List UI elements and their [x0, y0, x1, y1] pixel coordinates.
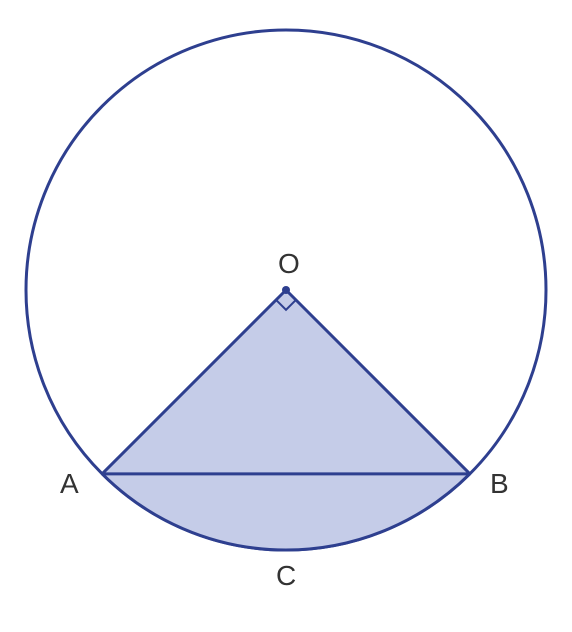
center-point [282, 286, 290, 294]
geometry-diagram: O A B C [0, 0, 572, 632]
label-c: C [276, 560, 296, 592]
label-a: A [60, 468, 79, 500]
label-o: O [278, 248, 300, 280]
label-b: B [490, 468, 509, 500]
diagram-svg [0, 0, 572, 632]
